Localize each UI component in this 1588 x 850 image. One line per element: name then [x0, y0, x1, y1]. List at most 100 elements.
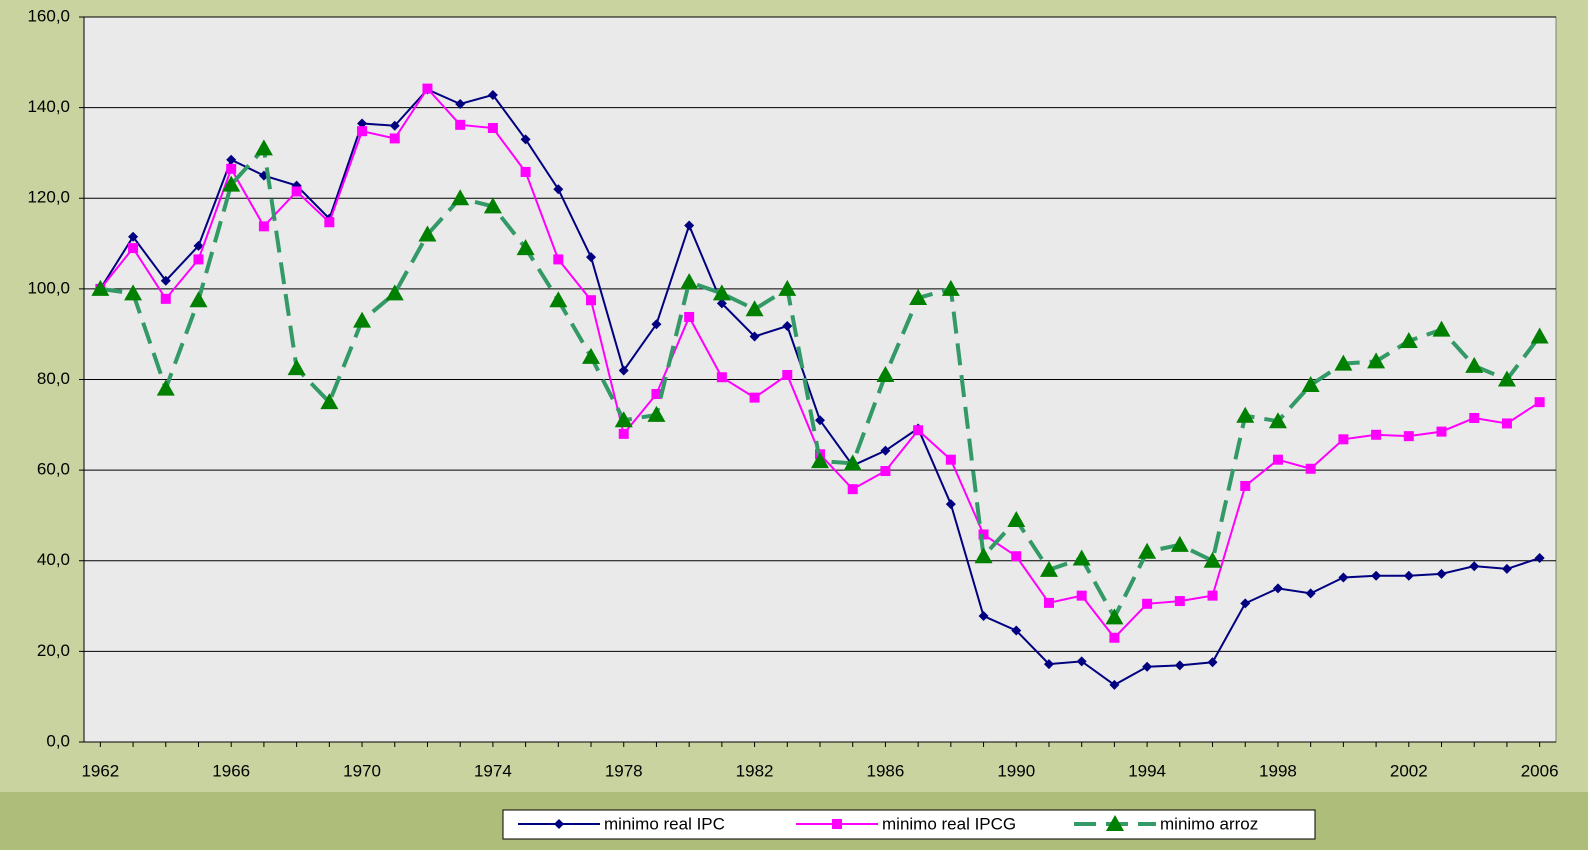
point: [978, 611, 989, 622]
point: [422, 83, 433, 94]
point: [1043, 597, 1054, 608]
point: [843, 454, 862, 471]
legend-label: minimo real IPCG: [882, 814, 1016, 833]
point: [1076, 590, 1087, 601]
point: [291, 186, 302, 197]
point: [716, 298, 727, 309]
point: [1436, 568, 1447, 579]
legend-label: minimo real IPC: [604, 814, 725, 833]
point: [815, 415, 825, 426]
point: [455, 119, 466, 130]
point: [1174, 596, 1185, 607]
point: [586, 252, 597, 263]
point: [1011, 551, 1022, 562]
point: [1501, 563, 1512, 574]
point: [1109, 679, 1120, 690]
point: [945, 499, 956, 510]
legend-marker: [1106, 815, 1124, 831]
point: [712, 284, 731, 301]
point: [1371, 429, 1382, 440]
y-tick-label: 140,0: [27, 97, 70, 116]
point: [1272, 583, 1283, 594]
point: [945, 454, 956, 465]
point: [1403, 570, 1414, 581]
point: [1170, 535, 1189, 552]
point: [1039, 560, 1058, 577]
y-tick-label: 120,0: [27, 188, 70, 207]
point: [287, 359, 306, 376]
point: [553, 184, 564, 195]
point: [1305, 463, 1316, 474]
point: [880, 445, 891, 456]
point: [913, 425, 924, 436]
point: [586, 295, 597, 306]
point: [549, 291, 568, 308]
point: [684, 220, 695, 231]
point: [941, 279, 960, 296]
legend-box: [502, 809, 1316, 840]
point: [160, 293, 171, 304]
point: [651, 319, 662, 330]
point: [909, 288, 928, 305]
point: [1497, 370, 1516, 387]
point: [1076, 656, 1087, 667]
point: [811, 452, 829, 469]
point: [258, 221, 269, 232]
legend-marker: [832, 819, 842, 829]
x-tick-label: 1998: [1259, 761, 1297, 780]
point: [385, 284, 404, 301]
point: [876, 365, 895, 382]
point: [582, 347, 601, 364]
point: [389, 133, 400, 144]
point: [520, 134, 531, 145]
point: [357, 126, 368, 137]
point: [1334, 354, 1353, 371]
point: [487, 89, 498, 100]
point: [1268, 412, 1287, 429]
point: [1469, 413, 1480, 424]
point: [749, 392, 760, 403]
y-tick-label: 80,0: [37, 369, 70, 388]
point: [156, 379, 175, 396]
point: [1007, 510, 1026, 527]
point: [651, 389, 662, 399]
point: [91, 279, 110, 296]
point: [1105, 608, 1124, 625]
point: [778, 279, 797, 296]
point: [193, 240, 204, 251]
y-tick-label: 40,0: [37, 550, 70, 569]
point: [1338, 572, 1349, 583]
point: [1240, 480, 1251, 491]
point: [1469, 561, 1480, 572]
x-tick-label: 2002: [1390, 761, 1428, 780]
point: [193, 254, 204, 265]
point: [357, 118, 368, 129]
point: [320, 393, 339, 410]
y-tick-label: 60,0: [37, 460, 70, 479]
point: [451, 189, 470, 206]
point: [684, 311, 695, 322]
point: [1142, 598, 1153, 609]
point: [1174, 660, 1185, 671]
point: [749, 331, 760, 342]
point: [1403, 431, 1414, 442]
point: [1109, 632, 1120, 643]
point: [782, 321, 793, 332]
point: [1465, 356, 1484, 373]
point: [614, 411, 633, 428]
y-tick-label: 100,0: [27, 278, 70, 297]
point: [1432, 320, 1451, 337]
point: [1203, 551, 1222, 568]
point: [1338, 434, 1349, 445]
legend-label: minimo arroz: [1160, 814, 1258, 833]
point: [716, 372, 727, 383]
point: [516, 239, 535, 256]
point: [1043, 659, 1054, 670]
point: [1534, 397, 1545, 408]
point: [618, 428, 629, 439]
point: [353, 311, 372, 328]
point: [1367, 352, 1386, 369]
y-tick-label: 0,0: [46, 731, 70, 750]
